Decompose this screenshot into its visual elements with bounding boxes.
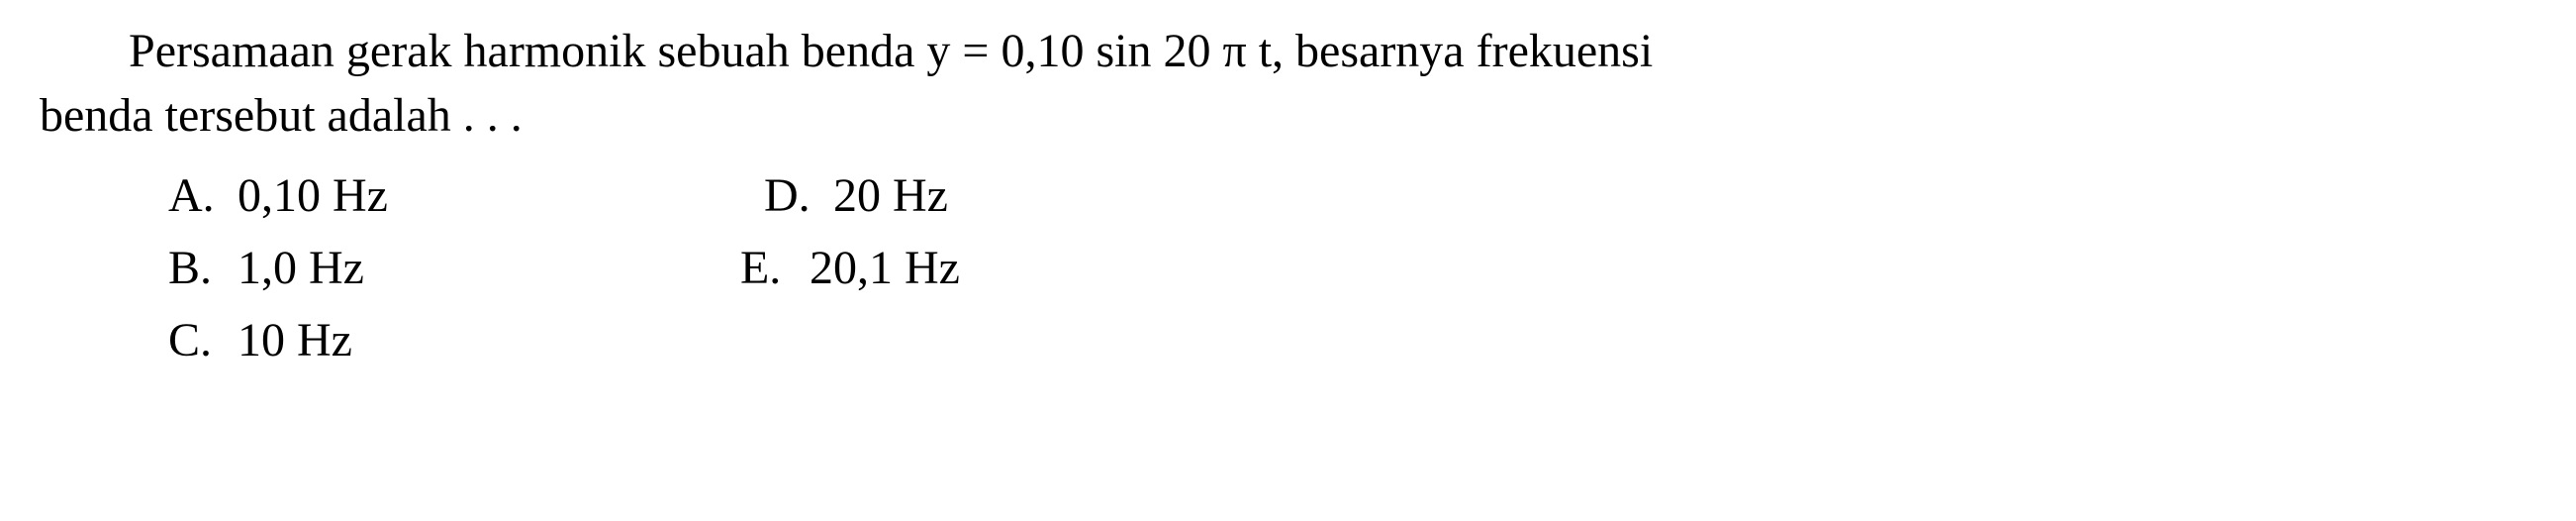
option-b: B. 1,0 Hz bbox=[168, 241, 364, 295]
option-c-letter: C. bbox=[168, 313, 238, 367]
question-line-2: benda tersebut adalah . . . bbox=[40, 89, 523, 142]
option-c: C. 10 Hz bbox=[168, 313, 352, 367]
option-e-letter: E. bbox=[740, 241, 810, 295]
question-text: Persamaan gerak harmonik sebuah benda y … bbox=[40, 20, 2536, 149]
option-b-letter: B. bbox=[168, 241, 238, 295]
question-line-1: Persamaan gerak harmonik sebuah benda y … bbox=[40, 20, 2536, 84]
option-e-value: 20,1 Hz bbox=[810, 241, 960, 295]
option-a-letter: A. bbox=[168, 168, 238, 223]
option-d: D. 20 Hz bbox=[764, 168, 948, 223]
options-container: A. 0,10 Hz D. 20 Hz B. 1,0 Hz E. 20,1 Hz… bbox=[40, 168, 2536, 367]
options-row-1: A. 0,10 Hz D. 20 Hz bbox=[168, 168, 2536, 223]
option-b-value: 1,0 Hz bbox=[238, 241, 364, 295]
option-d-value: 20 Hz bbox=[833, 168, 948, 223]
option-e: E. 20,1 Hz bbox=[740, 241, 960, 295]
option-a-value: 0,10 Hz bbox=[238, 168, 388, 223]
option-a: A. 0,10 Hz bbox=[168, 168, 388, 223]
option-d-letter: D. bbox=[764, 168, 833, 223]
option-c-value: 10 Hz bbox=[238, 313, 352, 367]
options-row-2: B. 1,0 Hz E. 20,1 Hz bbox=[168, 241, 2536, 295]
options-row-3: C. 10 Hz bbox=[168, 313, 2536, 367]
